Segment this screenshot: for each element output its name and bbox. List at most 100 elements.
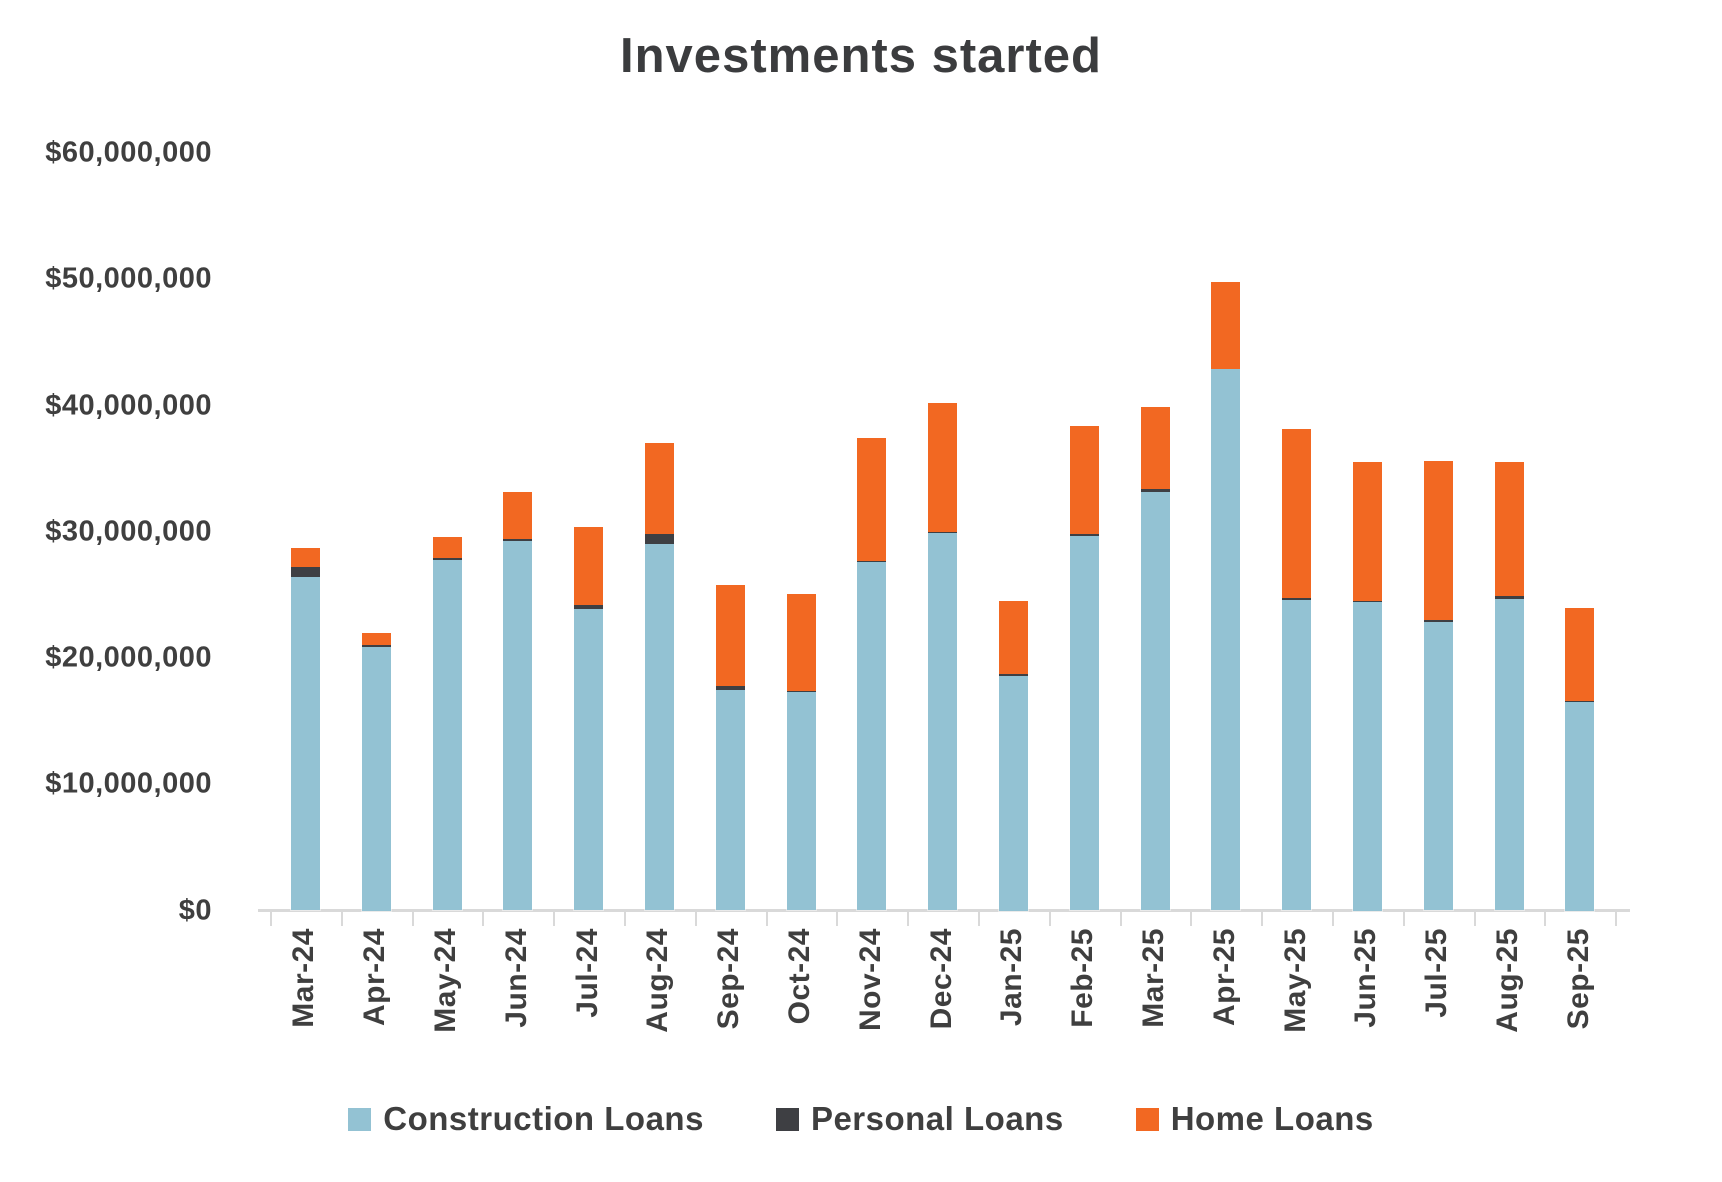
segment-construction-mar-24[interactable] bbox=[290, 577, 320, 911]
segment-construction-aug-25[interactable] bbox=[1494, 598, 1524, 911]
segment-home-nov-24[interactable] bbox=[857, 438, 887, 561]
x-axis-label-nov-24: Nov-24 bbox=[853, 928, 887, 1032]
x-axis-tick bbox=[1119, 912, 1122, 926]
segment-personal-feb-25[interactable] bbox=[1069, 533, 1099, 536]
bar-sep-24[interactable] bbox=[715, 584, 745, 911]
segment-construction-may-24[interactable] bbox=[432, 559, 462, 911]
segment-construction-oct-24[interactable] bbox=[786, 692, 816, 911]
segment-home-jul-24[interactable] bbox=[574, 527, 604, 605]
x-axis-label-oct-24: Oct-24 bbox=[783, 928, 816, 1025]
bar-oct-24[interactable] bbox=[786, 593, 816, 911]
segment-personal-jun-25[interactable] bbox=[1352, 601, 1382, 603]
bar-dec-24[interactable] bbox=[928, 402, 958, 911]
bar-may-25[interactable] bbox=[1282, 428, 1312, 911]
segment-home-jan-25[interactable] bbox=[998, 601, 1028, 675]
bar-jun-25[interactable] bbox=[1352, 462, 1382, 911]
bar-jun-24[interactable] bbox=[503, 491, 533, 911]
bar-jul-24[interactable] bbox=[574, 527, 604, 911]
segment-personal-may-25[interactable] bbox=[1282, 598, 1312, 600]
x-axis-label-feb-25: Feb-25 bbox=[1066, 928, 1100, 1028]
segment-home-may-25[interactable] bbox=[1282, 428, 1312, 599]
y-axis-tick-label: $50,000,000 bbox=[45, 262, 212, 295]
segment-home-jun-25[interactable] bbox=[1352, 462, 1382, 602]
legend-swatch-construction bbox=[348, 1107, 372, 1131]
segment-construction-jun-25[interactable] bbox=[1352, 602, 1382, 911]
segment-personal-jul-25[interactable] bbox=[1423, 620, 1453, 623]
segment-personal-mar-25[interactable] bbox=[1140, 489, 1170, 492]
segment-construction-jan-25[interactable] bbox=[998, 675, 1028, 911]
y-axis-tick-label: $0 bbox=[178, 894, 212, 926]
x-axis-tick bbox=[482, 912, 485, 926]
segment-construction-sep-25[interactable] bbox=[1565, 702, 1595, 911]
segment-personal-oct-24[interactable] bbox=[786, 690, 816, 693]
segment-construction-sep-24[interactable] bbox=[715, 689, 745, 911]
segment-home-sep-24[interactable] bbox=[715, 584, 745, 687]
bar-apr-24[interactable] bbox=[361, 632, 391, 911]
x-axis-tick bbox=[411, 912, 414, 926]
segment-construction-apr-24[interactable] bbox=[361, 646, 391, 911]
segment-construction-nov-24[interactable] bbox=[857, 562, 887, 911]
x-axis-label-jun-24: Jun-24 bbox=[499, 928, 533, 1028]
segment-construction-jul-24[interactable] bbox=[574, 608, 604, 911]
legend-label: Personal Loans bbox=[810, 1100, 1064, 1137]
segment-home-feb-25[interactable] bbox=[1069, 426, 1099, 534]
segment-home-may-24[interactable] bbox=[432, 536, 462, 558]
bar-apr-25[interactable] bbox=[1211, 281, 1241, 911]
segment-personal-aug-24[interactable] bbox=[644, 533, 674, 545]
segment-home-jul-25[interactable] bbox=[1423, 461, 1453, 621]
bar-nov-24[interactable] bbox=[857, 438, 887, 911]
bar-mar-25[interactable] bbox=[1140, 407, 1170, 911]
segment-home-mar-25[interactable] bbox=[1140, 407, 1170, 490]
bar-mar-24[interactable] bbox=[290, 548, 320, 911]
x-axis-tick bbox=[1190, 912, 1193, 926]
y-axis-tick-label: $30,000,000 bbox=[45, 515, 212, 548]
legend-label: Home Loans bbox=[1170, 1100, 1374, 1137]
segment-home-jun-24[interactable] bbox=[503, 491, 533, 539]
segment-personal-sep-24[interactable] bbox=[715, 686, 745, 690]
x-axis-tick bbox=[907, 912, 910, 926]
legend-item-personal[interactable]: Personal Loans bbox=[775, 1100, 1064, 1138]
bar-aug-25[interactable] bbox=[1494, 461, 1524, 911]
segment-personal-nov-24[interactable] bbox=[857, 560, 887, 563]
segment-personal-apr-24[interactable] bbox=[361, 645, 391, 647]
segment-personal-jul-24[interactable] bbox=[574, 604, 604, 609]
segment-personal-sep-25[interactable] bbox=[1565, 700, 1595, 703]
segment-home-dec-24[interactable] bbox=[928, 402, 958, 532]
segment-home-mar-24[interactable] bbox=[290, 548, 320, 568]
segment-personal-may-24[interactable] bbox=[432, 557, 462, 560]
segment-home-apr-24[interactable] bbox=[361, 632, 391, 646]
segment-personal-mar-24[interactable] bbox=[290, 567, 320, 578]
segment-construction-aug-24[interactable] bbox=[644, 544, 674, 911]
bar-sep-25[interactable] bbox=[1565, 607, 1595, 911]
y-axis-tick-label: $40,000,000 bbox=[45, 389, 212, 421]
segment-home-aug-25[interactable] bbox=[1494, 461, 1524, 596]
segment-personal-dec-24[interactable] bbox=[928, 531, 958, 533]
bar-aug-24[interactable] bbox=[644, 442, 674, 911]
y-axis-tick-label: $10,000,000 bbox=[45, 767, 212, 800]
legend-item-construction[interactable]: Construction Loans bbox=[348, 1100, 704, 1138]
segment-home-apr-25[interactable] bbox=[1211, 281, 1241, 369]
segment-home-oct-24[interactable] bbox=[786, 593, 816, 691]
bar-jul-25[interactable] bbox=[1423, 461, 1453, 911]
segment-personal-aug-25[interactable] bbox=[1494, 595, 1524, 599]
segment-construction-may-25[interactable] bbox=[1282, 599, 1312, 911]
segment-home-sep-25[interactable] bbox=[1565, 607, 1595, 701]
y-axis-tick-label: $20,000,000 bbox=[45, 641, 212, 674]
segment-construction-jun-24[interactable] bbox=[503, 540, 533, 911]
segment-home-aug-24[interactable] bbox=[644, 442, 674, 534]
x-axis-tick bbox=[1402, 912, 1405, 926]
segment-construction-feb-25[interactable] bbox=[1069, 535, 1099, 911]
segment-construction-mar-25[interactable] bbox=[1140, 491, 1170, 911]
segment-construction-apr-25[interactable] bbox=[1211, 368, 1241, 911]
bar-may-24[interactable] bbox=[432, 536, 462, 911]
x-axis-tick bbox=[1332, 912, 1334, 926]
bar-jan-25[interactable] bbox=[998, 601, 1028, 911]
legend-item-home[interactable]: Home Loans bbox=[1135, 1100, 1374, 1138]
segment-construction-dec-24[interactable] bbox=[928, 533, 958, 911]
segment-construction-jul-25[interactable] bbox=[1423, 622, 1453, 911]
segment-personal-jun-24[interactable] bbox=[503, 538, 533, 541]
segment-personal-jan-25[interactable] bbox=[998, 674, 1028, 676]
x-axis-label-jun-25: Jun-25 bbox=[1349, 928, 1383, 1028]
bar-feb-25[interactable] bbox=[1069, 426, 1099, 911]
x-axis-tick bbox=[624, 912, 626, 926]
